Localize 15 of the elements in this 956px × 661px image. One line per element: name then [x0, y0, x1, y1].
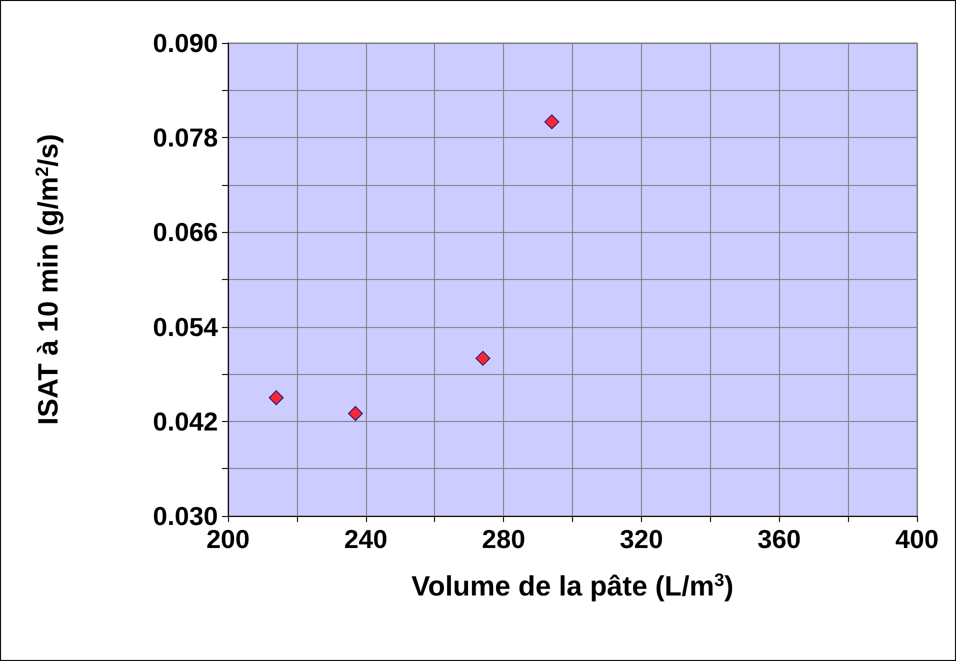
y-tick-label: 0.066 — [152, 217, 218, 248]
point — [475, 350, 490, 366]
x-tick-label: 320 — [620, 524, 664, 554]
y-tick-label: 0.054 — [152, 312, 219, 342]
point — [268, 390, 284, 406]
x-tick-label: 240 — [344, 524, 388, 554]
x-tick-label: 400 — [895, 524, 939, 554]
x-tick-label: 280 — [482, 524, 526, 554]
point — [544, 114, 560, 130]
y-axis-title: ISAT à 10 min (g/m2/s) — [32, 134, 64, 426]
x-tick-label: 360 — [758, 524, 801, 554]
y-tick-label: 0.042 — [152, 406, 218, 436]
point — [348, 406, 363, 422]
y-tick-label: 0.078 — [152, 122, 218, 153]
y-tick-label: 0.090 — [152, 28, 218, 58]
